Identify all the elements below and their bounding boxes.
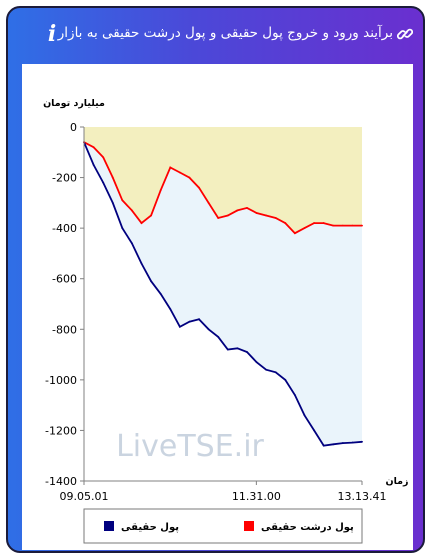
link-icon[interactable] (397, 26, 413, 42)
chart-card: برآیند ورود و خروج پول حقیقی و پول درشت … (6, 6, 425, 553)
data-point-series-2 (111, 176, 114, 179)
data-point-series-2 (159, 189, 162, 192)
data-point-series-2 (226, 214, 229, 217)
data-point-series-1 (265, 368, 268, 371)
data-point-series-2 (169, 166, 172, 169)
data-point-series-1 (303, 414, 306, 417)
watermark-text: LiveTSE.ir (116, 429, 264, 464)
x-axis-label: زمان (385, 476, 408, 487)
chart-title: برآیند ورود و خروج پول حقیقی و پول درشت … (57, 25, 393, 41)
legend-swatch-series-2 (244, 521, 254, 531)
data-point-series-2 (140, 222, 143, 224)
y-tick-label: -1200 (45, 424, 77, 437)
data-point-series-2 (313, 222, 315, 224)
data-point-series-1 (169, 308, 172, 310)
y-tick-label: -800 (52, 323, 77, 336)
data-point-series-1 (102, 181, 105, 184)
x-tick-label: 13.13.41 (338, 490, 387, 503)
legend: پول حقیقی پول درشت حقیقی (83, 508, 363, 544)
data-point-series-1 (226, 348, 229, 351)
data-point-series-1 (150, 280, 153, 283)
x-tick-labels: 09.05.01 11.31.00 13.13.41 (60, 481, 387, 503)
data-point-series-1 (361, 440, 363, 443)
data-point-series-1 (92, 164, 95, 166)
data-point-series-1 (188, 320, 191, 323)
chart-panel: LiveTSE.ir 0 -200 -400 -600 -800 -1000 -1200 -1… (22, 64, 413, 550)
series-line-1 (83, 141, 363, 447)
data-point-series-1 (284, 378, 287, 381)
y-tick-label: -1000 (45, 374, 77, 387)
data-point-series-1 (313, 429, 315, 432)
data-point-series-2 (236, 209, 239, 212)
chart-lines (83, 141, 363, 447)
data-point-series-1 (322, 444, 325, 447)
data-point-series-1 (255, 361, 258, 364)
data-point-series-1 (217, 335, 220, 338)
data-point-series-2 (265, 214, 268, 217)
data-point-series-2 (121, 199, 124, 202)
data-point-series-1 (131, 242, 133, 245)
data-point-series-2 (332, 224, 335, 227)
data-point-series-2 (246, 207, 248, 209)
y-axis-label: میلیارد تومان (43, 98, 105, 109)
y-tick-label: -1400 (45, 475, 77, 488)
x-tick-label: 11.31.00 (232, 490, 281, 503)
legend-label-series-2: پول درشت حقیقی (261, 522, 354, 533)
chart-areas (84, 127, 362, 446)
data-point-series-2 (274, 217, 277, 219)
data-point-series-1 (332, 443, 335, 446)
area-series-1 (84, 142, 362, 446)
data-point-series-2 (198, 186, 200, 189)
data-point-series-1 (341, 442, 344, 444)
data-point-series-1 (274, 371, 277, 374)
y-tick-label: -600 (52, 273, 77, 286)
legend-label-series-1: پول حقیقی (121, 522, 179, 533)
legend-swatch-series-1 (104, 521, 114, 531)
data-point-series-2 (293, 232, 296, 235)
data-point-series-2 (255, 212, 258, 214)
data-point-series-2 (178, 171, 181, 174)
data-point-series-1 (207, 328, 210, 331)
data-point-series-2 (303, 227, 306, 230)
data-point-series-1 (293, 394, 296, 396)
data-point-series-2 (361, 224, 363, 227)
data-point-series-1 (140, 262, 143, 265)
y-tick-label: -400 (52, 222, 77, 235)
card-header: برآیند ورود و خروج پول حقیقی و پول درشت … (8, 8, 423, 64)
data-point-series-1 (159, 292, 162, 295)
data-point-series-2 (102, 156, 105, 159)
data-point-series-2 (207, 201, 210, 204)
chart-svg: LiveTSE.ir 0 -200 -400 -600 -800 -1000 -1200 -1… (43, 98, 409, 544)
data-point-series-1 (246, 351, 248, 353)
y-tick-label: -200 (52, 172, 77, 185)
data-point-series-1 (198, 318, 200, 321)
data-point-series-1 (178, 325, 181, 328)
chart-axes: 0 -200 -400 -600 -800 -1000 -1200 -1400 (45, 121, 362, 488)
data-point-series-2 (217, 217, 220, 219)
series-line-2 (83, 141, 362, 235)
x-tick-label: 09.05.01 (60, 490, 109, 503)
legend-box (83, 508, 363, 544)
data-point-series-2 (322, 222, 325, 224)
data-point-series-1 (111, 201, 114, 204)
data-point-series-1 (351, 441, 354, 444)
data-point-series-2 (150, 214, 153, 217)
data-point-series-2 (188, 176, 191, 179)
info-icon[interactable]: i (47, 21, 57, 47)
data-point-series-2 (131, 209, 133, 212)
data-point-series-2 (284, 222, 287, 224)
data-point-series-1 (121, 227, 124, 230)
data-point-series-2 (92, 146, 95, 149)
data-point-series-2 (341, 224, 344, 227)
y-tick-label: 0 (70, 121, 77, 134)
data-point-series-2 (351, 224, 354, 227)
data-point-series-1 (236, 347, 239, 350)
